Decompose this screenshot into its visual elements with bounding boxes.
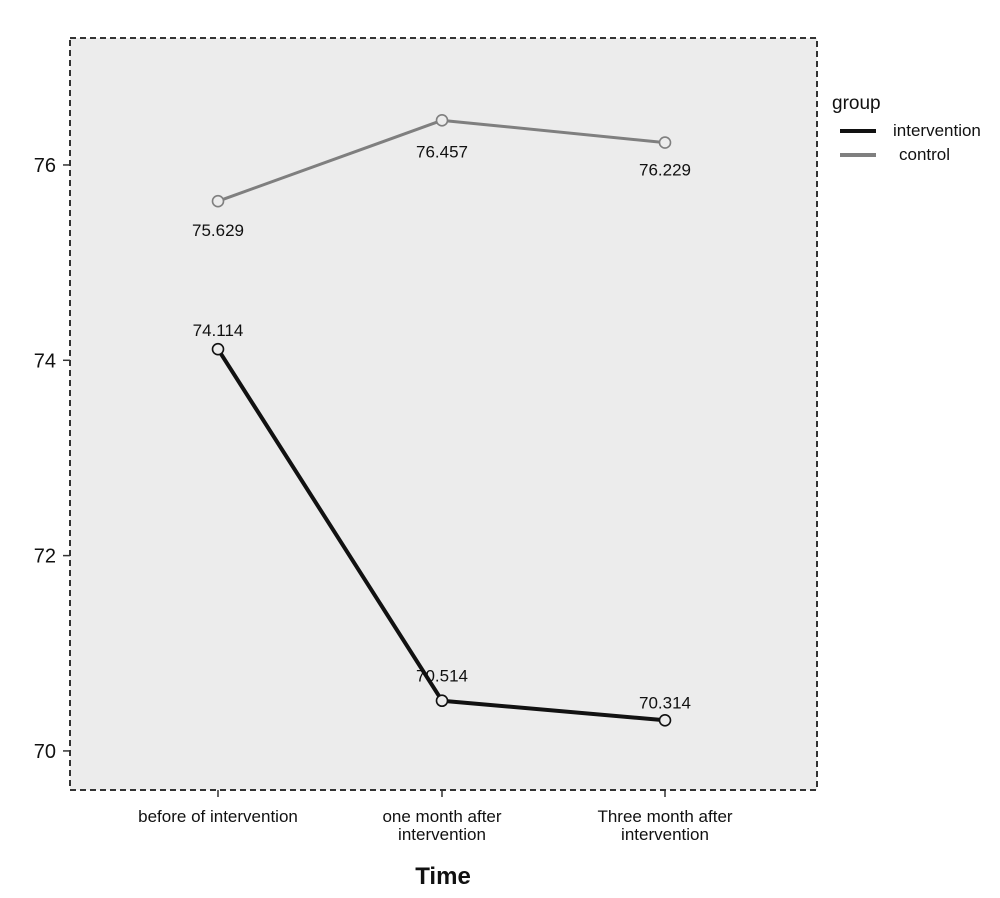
- data-label: 75.629: [192, 221, 244, 240]
- y-tick-label: 72: [34, 546, 56, 568]
- x-tick-label: before of intervention: [138, 807, 298, 826]
- plot-area: [69, 37, 818, 791]
- x-tick-label-line: Three month after: [597, 807, 732, 826]
- x-tick-label-line: intervention: [621, 825, 709, 844]
- legend-entry-intervention: intervention: [893, 121, 981, 140]
- data-point-intervention: [435, 694, 449, 708]
- series-lines: 74.114 70.514 70.314 75.629 76.457 76.229: [192, 114, 691, 727]
- legend: group intervention control: [832, 93, 981, 164]
- data-label: 76.457: [416, 142, 468, 161]
- data-label: 70.514: [416, 667, 468, 686]
- data-point-intervention: [211, 342, 225, 356]
- x-tick-label-line: one month after: [382, 807, 501, 826]
- legend-entry-control: control: [899, 145, 950, 164]
- data-label: 70.314: [639, 693, 691, 712]
- x-tick-label-line: before of intervention: [138, 807, 298, 826]
- y-tick-label: 74: [34, 350, 56, 372]
- data-point-control: [211, 194, 225, 208]
- y-tick-label: 76: [34, 155, 56, 177]
- data-point-control: [658, 136, 672, 149]
- x-axis-title: Time: [415, 863, 471, 890]
- y-axis: 70 72 74 76: [34, 155, 70, 763]
- x-axis: before of intervention one month after int…: [138, 790, 733, 844]
- data-label: 74.114: [193, 321, 244, 340]
- data-label: 76.229: [639, 161, 691, 180]
- x-tick-label: one month after intervention: [382, 807, 501, 844]
- data-point-control: [435, 114, 449, 127]
- x-tick-label-line: intervention: [398, 825, 486, 844]
- x-tick-label: Three month after intervention: [597, 807, 732, 844]
- y-tick-label: 70: [34, 741, 56, 763]
- data-point-intervention: [658, 713, 672, 727]
- legend-title: group: [832, 93, 881, 114]
